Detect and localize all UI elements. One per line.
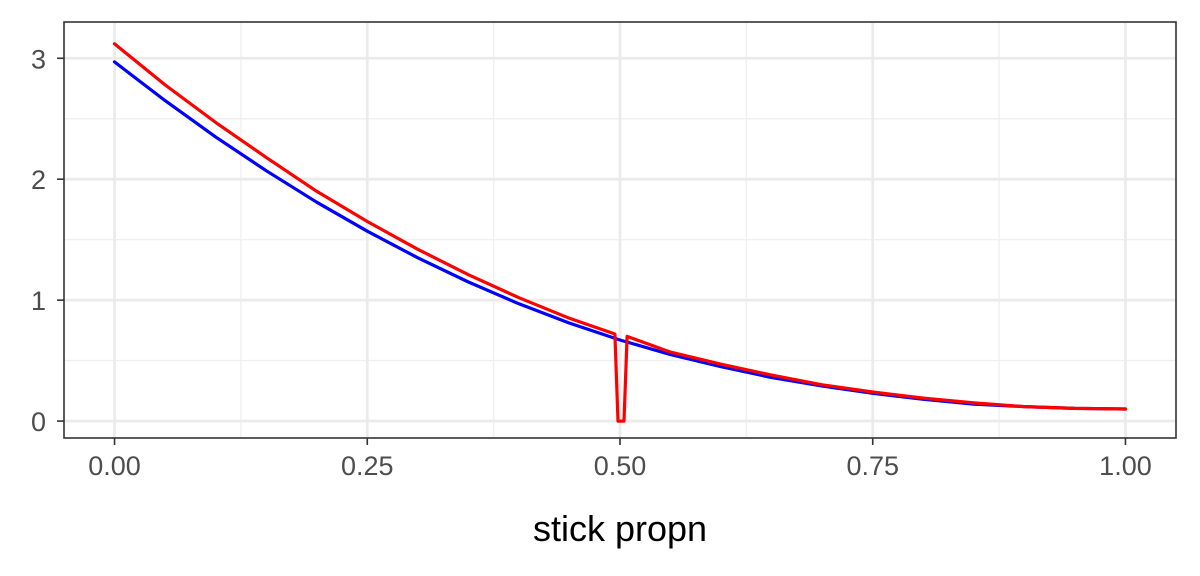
x-axis-title: stick propn (533, 508, 707, 549)
x-tick-label: 0.75 (846, 451, 899, 481)
x-tick-label: 0.50 (594, 451, 647, 481)
x-tick-label: 0.00 (88, 451, 141, 481)
x-axis: 0.00 0.25 0.50 0.75 1.00 (88, 438, 1152, 481)
y-tick-label: 1 (31, 286, 46, 316)
y-axis: 0 1 2 3 (31, 44, 64, 437)
x-tick-label: 1.00 (1099, 451, 1152, 481)
series-line-2 (112, 42, 1128, 423)
y-tick-label: 3 (31, 44, 46, 74)
y-tick-label: 0 (31, 407, 46, 437)
series-layer (112, 42, 1128, 423)
x-tick-label: 0.25 (341, 451, 394, 481)
y-tick-label: 2 (31, 165, 46, 195)
